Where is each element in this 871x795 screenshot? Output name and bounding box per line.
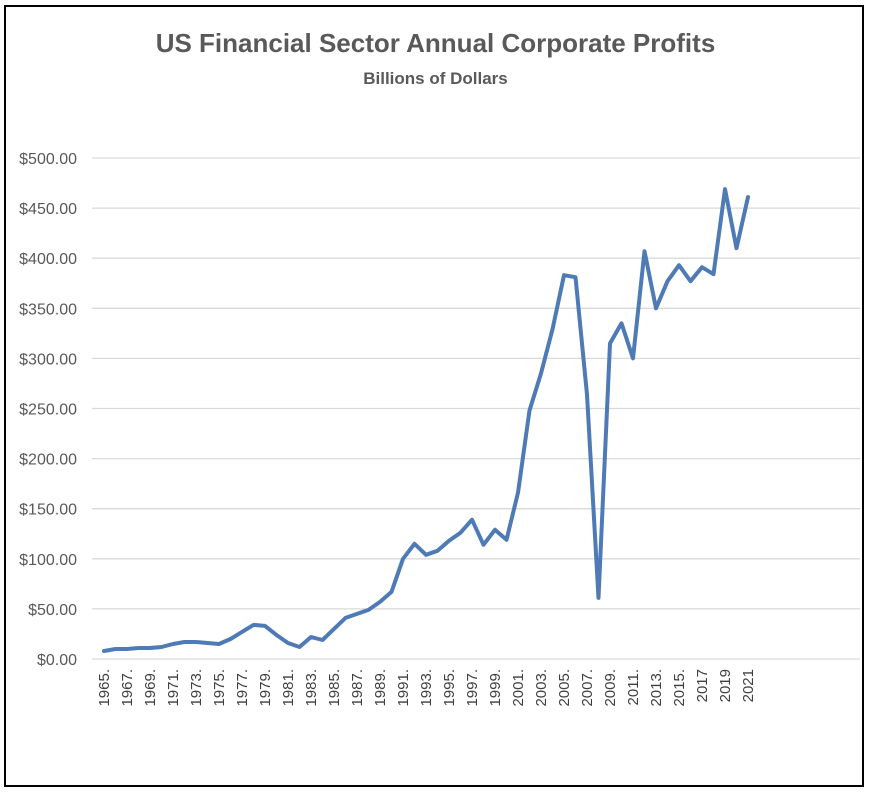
y-tick-label: $500.00 [19, 151, 77, 168]
y-tick-label: $400.00 [19, 251, 77, 268]
x-tick-label: 2011. [625, 669, 642, 705]
x-tick-label: 2007. [579, 669, 596, 707]
series-line [102, 187, 750, 653]
y-tick-label: $450.00 [19, 201, 77, 218]
x-tick-label: 1999. [487, 669, 504, 707]
x-tick-label: 1971. [165, 669, 182, 707]
x-tick-label: 1997. [464, 669, 481, 707]
y-tick-label: $50.00 [28, 602, 77, 619]
x-tick-label: 1977. [234, 669, 251, 707]
x-tick-label: 1979. [257, 669, 274, 707]
x-tick-label: 2003. [533, 669, 550, 707]
x-tick-label: 2001. [510, 669, 527, 707]
y-tick-label: $100.00 [19, 552, 77, 569]
x-tick-label: 1969. [142, 669, 159, 707]
y-tick-label: $200.00 [19, 452, 77, 469]
x-tick-label: 1973. [188, 669, 205, 707]
x-tick-label: 1983. [303, 669, 320, 707]
x-tick-label: 1995. [441, 669, 458, 707]
x-tick-label: 1975. [211, 669, 228, 707]
x-tick-label: 1987. [349, 669, 366, 707]
x-tick-label: 2017 [694, 669, 711, 702]
y-tick-label: $250.00 [19, 402, 77, 419]
y-tick-label: $150.00 [19, 502, 77, 519]
x-tick-label: 2019 [717, 669, 734, 702]
x-tick-label: 2009. [602, 669, 619, 707]
x-tick-label: 1967. [119, 669, 136, 707]
x-tick-label: 1985. [326, 669, 343, 707]
x-tick-label: 1993. [418, 669, 435, 707]
chart-frame [4, 5, 864, 787]
y-tick-label: $0.00 [37, 652, 77, 669]
x-tick-label: 2013. [648, 669, 665, 707]
x-tick-label: 1981. [280, 669, 297, 707]
chart-subtitle: Billions of Dollars [363, 69, 508, 88]
x-tick-label: 1991. [395, 669, 412, 707]
x-tick-label: 2005. [556, 669, 573, 707]
y-tick-label: $300.00 [19, 351, 77, 368]
x-tick-label: 1989. [372, 669, 389, 707]
x-tick-label: 2021 [740, 669, 757, 702]
y-tick-label: $350.00 [19, 301, 77, 318]
x-tick-label: 1965. [96, 669, 113, 707]
x-tick-label: 2015. [671, 669, 688, 707]
chart-title: US Financial Sector Annual Corporate Pro… [155, 28, 716, 58]
